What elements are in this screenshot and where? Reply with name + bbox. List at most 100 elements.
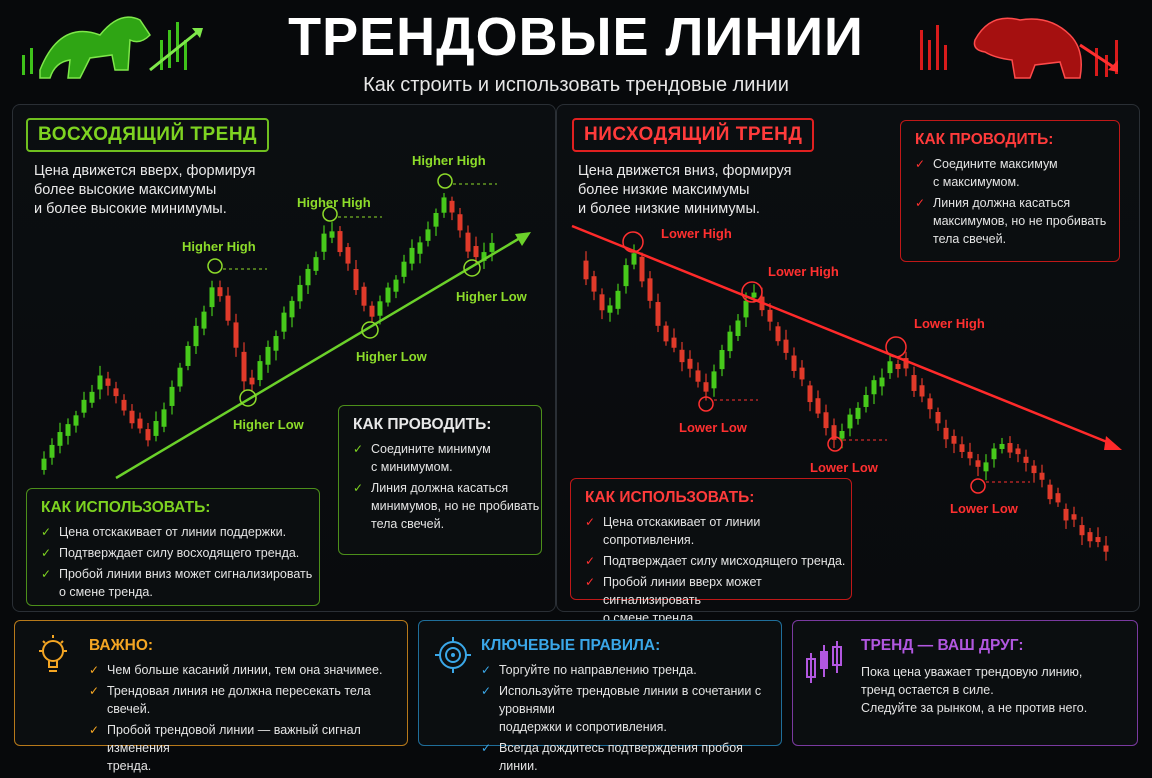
friend-line: Следуйте за рынком, а не против него. bbox=[861, 701, 1088, 715]
downtrend-desc-line: Цена движется вниз, формируя bbox=[578, 163, 792, 179]
trough-circle bbox=[698, 396, 714, 412]
candle bbox=[663, 325, 669, 342]
candle bbox=[895, 364, 901, 370]
list-item: ✓ Пробой линии вниз может сигнализировать… bbox=[41, 565, 319, 601]
check-icon: ✓ bbox=[915, 196, 926, 210]
candle bbox=[97, 375, 103, 390]
check-icon: ✓ bbox=[89, 663, 100, 677]
candle bbox=[935, 411, 941, 424]
candle bbox=[903, 358, 909, 369]
box-title: КАК ПРОВОДИТЬ: bbox=[915, 131, 1054, 148]
friend-line: Пока цена уважает трендовую линию, bbox=[861, 665, 1083, 679]
candle bbox=[177, 367, 183, 387]
candle bbox=[241, 351, 247, 382]
candle bbox=[783, 339, 789, 353]
candle bbox=[121, 399, 127, 411]
check-icon: ✓ bbox=[481, 741, 492, 755]
list-item-text: Цена отскакивает от линии поддержки. bbox=[59, 525, 287, 539]
candle bbox=[639, 256, 645, 282]
candle bbox=[105, 378, 111, 386]
candle bbox=[57, 432, 63, 446]
higher-low-label: Higher Low bbox=[356, 349, 427, 364]
trough-circle bbox=[970, 478, 986, 494]
page-title: ТРЕНДОВЫЕ ЛИНИИ bbox=[288, 7, 864, 67]
check-icon: ✓ bbox=[89, 684, 100, 698]
candle bbox=[727, 331, 733, 352]
touch-point-circle bbox=[622, 231, 644, 253]
list-item: ✓ Подтверждает силу мисходящего тренда. bbox=[585, 552, 851, 570]
peak-circle bbox=[437, 173, 453, 189]
candle bbox=[137, 418, 143, 429]
touch-point-circle bbox=[463, 259, 481, 277]
box-title: ВАЖНО: bbox=[89, 637, 154, 654]
candle bbox=[1015, 448, 1021, 455]
check-icon: ✓ bbox=[481, 684, 492, 698]
candle bbox=[457, 214, 463, 231]
list-item-text: Торгуйте по направлению тренда. bbox=[499, 663, 697, 677]
candle bbox=[185, 345, 191, 366]
higher-low-label: Higher Low bbox=[456, 289, 527, 304]
candle bbox=[217, 287, 223, 297]
higher-high-label: Higher High bbox=[182, 239, 256, 254]
candle bbox=[345, 247, 351, 264]
lower-low-label: Lower Low bbox=[810, 460, 878, 475]
candle bbox=[169, 386, 175, 406]
higher-low-label: Higher Low bbox=[233, 417, 304, 432]
candle bbox=[113, 388, 119, 397]
downtrend-how-to-use: КАК ИСПОЛЬЗОВАТЬ: ✓ Цена отскакивает от л… bbox=[570, 478, 852, 625]
candle bbox=[321, 233, 327, 252]
check-icon: ✓ bbox=[585, 515, 596, 529]
candle bbox=[711, 371, 717, 389]
check-icon: ✓ bbox=[915, 157, 926, 171]
candle bbox=[297, 284, 303, 302]
candle bbox=[65, 424, 71, 436]
list-item: ✓ Цена отскакивает от линии поддержки. bbox=[41, 523, 319, 541]
downtrend-desc-line: более низкие максимумы bbox=[578, 182, 750, 198]
candle bbox=[249, 377, 255, 385]
candle bbox=[919, 385, 925, 397]
candle bbox=[735, 320, 741, 336]
box-title: ТРЕНД — ВАШ ДРУГ: bbox=[861, 637, 1024, 654]
candle bbox=[281, 312, 287, 332]
candle bbox=[1079, 525, 1085, 536]
list-item-text: Чем больше касаний линии, тем она значим… bbox=[107, 663, 383, 677]
candle bbox=[305, 268, 311, 286]
candle bbox=[1031, 465, 1037, 474]
candle bbox=[401, 261, 407, 277]
candle bbox=[385, 287, 391, 303]
check-icon: ✓ bbox=[353, 442, 364, 456]
candle bbox=[623, 265, 629, 287]
candle bbox=[273, 336, 279, 351]
candle bbox=[1103, 545, 1109, 552]
list-item: ✓ Трендовая линия не должна пересекать те… bbox=[89, 682, 407, 718]
candle bbox=[583, 260, 589, 280]
support-trendline bbox=[115, 236, 521, 480]
list-item-text: Соедините максимум с максимумом. bbox=[933, 157, 1058, 189]
trough-circle bbox=[827, 436, 843, 452]
candle bbox=[815, 398, 821, 414]
candle bbox=[951, 435, 957, 444]
candle bbox=[233, 322, 239, 348]
candle bbox=[1047, 484, 1053, 500]
list-item-text: Трендовая линия не должна пересекать тел… bbox=[107, 684, 371, 716]
check-icon: ✓ bbox=[89, 723, 100, 737]
list-item-text: Цена отскакивает от линии сопротивления. bbox=[603, 515, 761, 547]
list-item-text: Пробой линии вверх может сигнализировать… bbox=[603, 575, 762, 625]
touch-point-circle bbox=[885, 336, 907, 358]
candle bbox=[1071, 514, 1077, 520]
candle bbox=[417, 242, 423, 254]
list-item: ✓ Пробой трендовой линии — важный сигнал … bbox=[89, 721, 407, 775]
candle bbox=[671, 337, 677, 348]
candle bbox=[847, 414, 853, 429]
uptrend-badge: ВОСХОДЯЩИЙ ТРЕНД bbox=[26, 118, 270, 152]
candle bbox=[393, 279, 399, 292]
check-icon: ✓ bbox=[41, 546, 52, 560]
candle bbox=[855, 407, 861, 419]
list-item-text: Всегда дождитесь подтверждения пробоя ли… bbox=[499, 741, 743, 773]
downtrend-desc-line: и более низкие минимумы. bbox=[578, 201, 760, 217]
candle bbox=[1007, 443, 1013, 453]
candle bbox=[983, 462, 989, 472]
candle bbox=[369, 305, 375, 317]
candle bbox=[943, 427, 949, 440]
resistance-trendline bbox=[571, 224, 1113, 446]
